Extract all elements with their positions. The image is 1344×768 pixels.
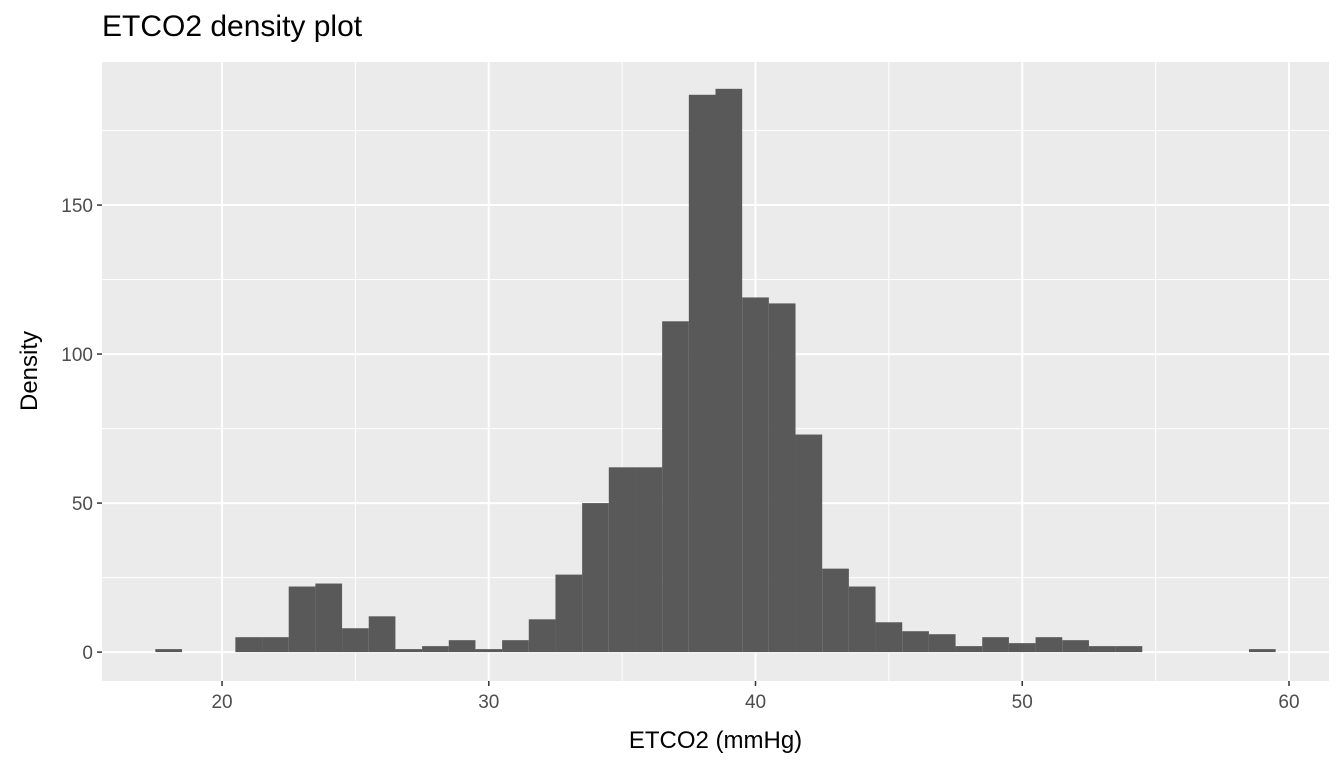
histogram-bar <box>822 568 849 653</box>
histogram-bar <box>875 622 903 653</box>
histogram-bar <box>582 503 609 653</box>
histogram-bar <box>742 297 769 653</box>
histogram-bar <box>608 467 636 653</box>
histogram-bar <box>1062 640 1089 653</box>
histogram-bars <box>155 88 1276 653</box>
histogram-bar <box>448 640 476 653</box>
x-tick-label: 50 <box>1012 692 1033 713</box>
histogram-bar <box>342 628 369 653</box>
histogram-bar <box>315 583 343 653</box>
y-tick-label: 0 <box>82 643 93 664</box>
x-axis-title: ETCO2 (mmHg) <box>629 727 802 754</box>
histogram-bar <box>235 637 263 653</box>
histogram-bar <box>422 646 449 653</box>
histogram-bar <box>982 637 1009 653</box>
histogram-bar <box>955 646 983 653</box>
x-axis: 20 30 40 50 60 <box>211 681 1300 713</box>
histogram-bar <box>928 634 956 653</box>
histogram-bar <box>902 631 929 653</box>
histogram-bar <box>288 586 316 653</box>
y-axis: 0 50 100 150 <box>61 196 102 664</box>
histogram-bar <box>1035 637 1063 653</box>
x-tick-label: 40 <box>745 692 766 713</box>
x-tick-label: 20 <box>211 692 232 713</box>
histogram-bar <box>1088 646 1116 653</box>
histogram-bar <box>555 574 583 653</box>
y-tick-label: 100 <box>61 345 93 366</box>
histogram-bar <box>1008 643 1036 653</box>
histogram-bar <box>662 321 689 653</box>
histogram-bar <box>368 616 396 653</box>
y-axis-title: Density <box>16 331 43 411</box>
y-tick-label: 50 <box>72 494 93 515</box>
x-tick-label: 30 <box>478 692 499 713</box>
histogram-bar <box>395 649 423 653</box>
histogram-bar <box>528 619 556 653</box>
histogram-bar <box>635 467 663 653</box>
histogram-bar <box>262 637 289 653</box>
histogram-bar <box>688 94 716 653</box>
histogram-bar <box>155 649 183 653</box>
histogram-bar <box>848 586 876 653</box>
x-tick-label: 60 <box>1278 692 1299 713</box>
chart-title: ETCO2 density plot <box>102 10 363 43</box>
histogram-bar <box>795 434 823 653</box>
histogram-bar <box>502 640 529 653</box>
histogram-bar <box>1115 646 1143 653</box>
histogram-bar <box>1248 649 1276 653</box>
histogram-bar <box>715 88 743 653</box>
histogram-bar <box>768 303 796 653</box>
histogram-bar <box>475 649 503 653</box>
y-tick-label: 150 <box>61 196 93 217</box>
